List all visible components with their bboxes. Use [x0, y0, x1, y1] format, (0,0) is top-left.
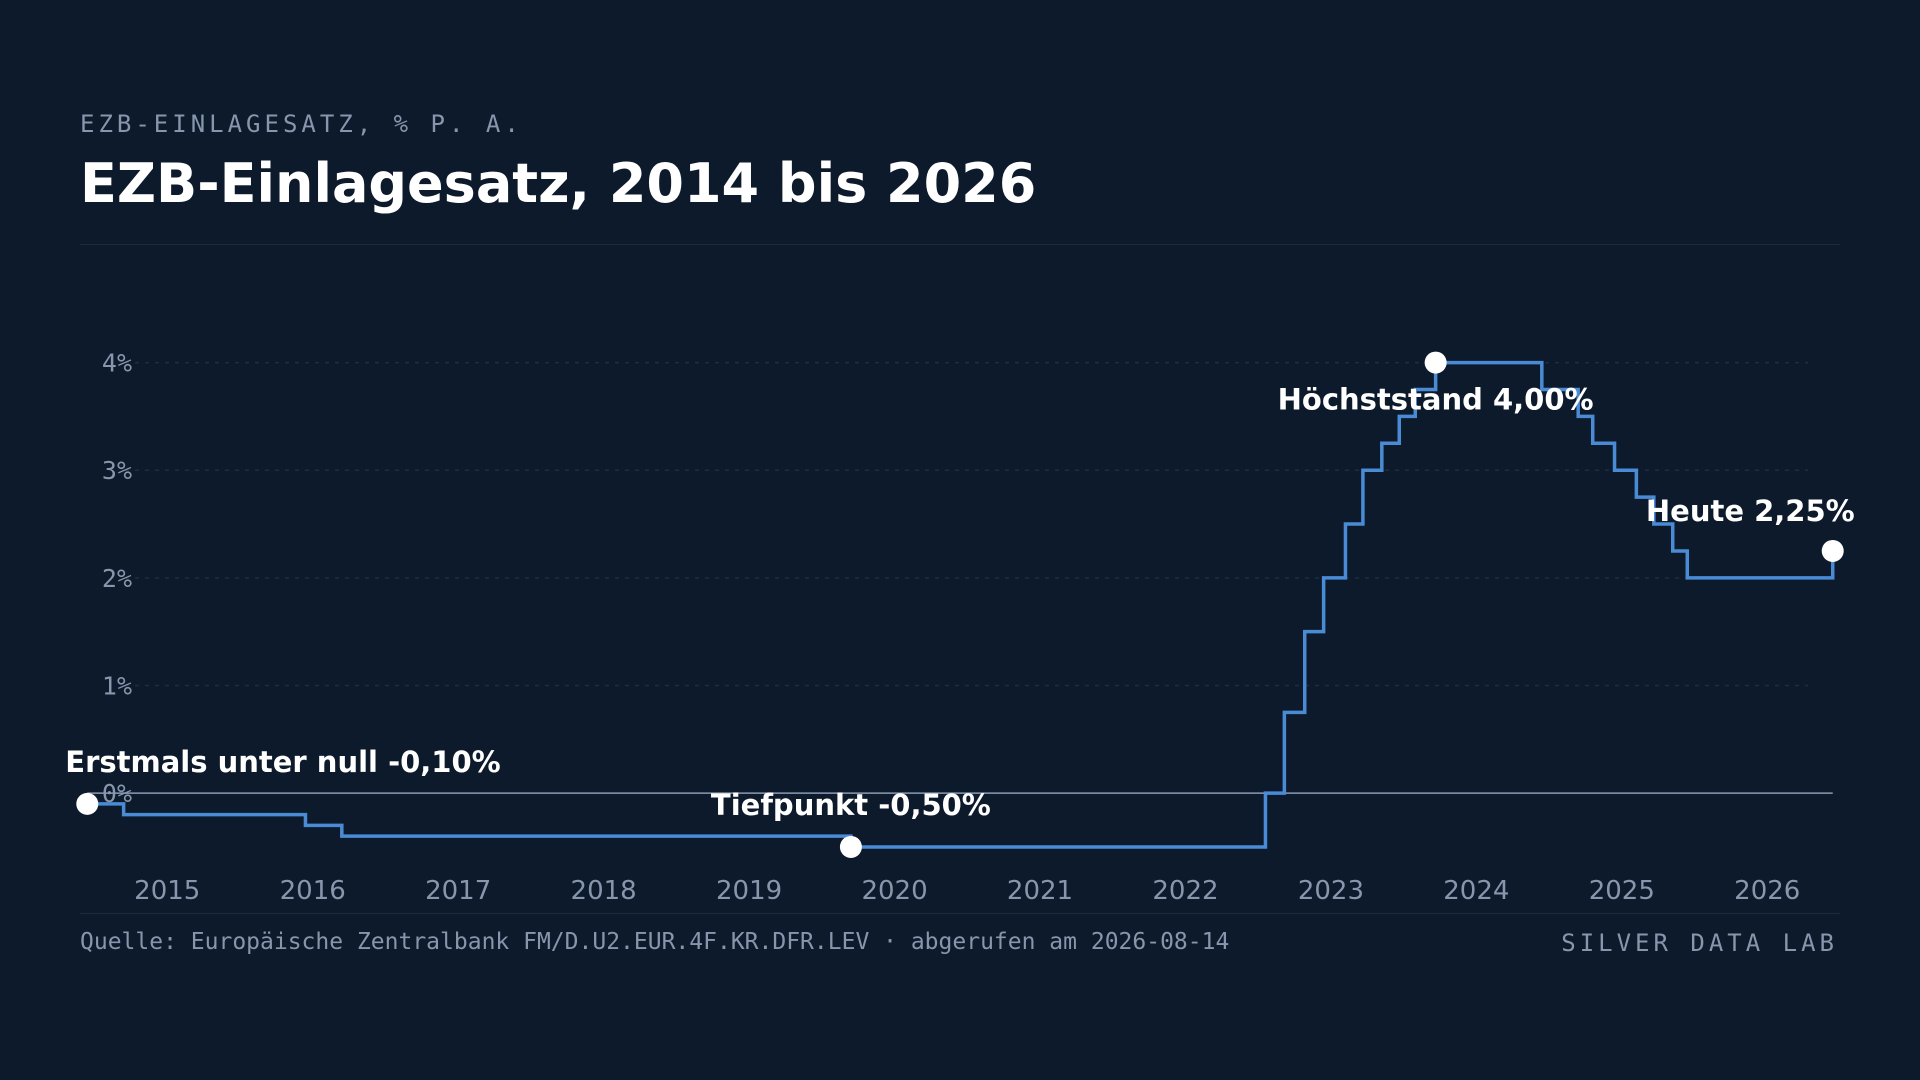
annotation-marker — [1424, 351, 1447, 374]
x-tick-label: 2017 — [425, 876, 491, 906]
annotation-marker — [1821, 539, 1844, 562]
y-tick-label: 2% — [102, 564, 132, 593]
x-tick-label: 2020 — [861, 876, 927, 906]
annotation-markers — [76, 351, 1844, 858]
header-divider — [80, 244, 1840, 245]
annotation-label: Höchststand 4,00% — [1278, 383, 1594, 417]
annotation-label: Erstmals unter null -0,10% — [65, 745, 500, 779]
annotation-marker — [76, 792, 99, 815]
x-tick-label: 2023 — [1298, 876, 1364, 906]
y-tick-label: 1% — [102, 671, 132, 700]
footer-divider — [80, 913, 1840, 914]
x-tick-label: 2016 — [280, 876, 346, 906]
chart-title: EZB-Einlagesatz, 2014 bis 2026 — [80, 152, 1037, 215]
annotation-label: Tiefpunkt -0,50% — [711, 788, 991, 822]
annotation-labels: Erstmals unter null -0,10% Tiefpunkt -0,5… — [65, 383, 1854, 822]
x-tick-label: 2021 — [1007, 876, 1073, 906]
annotation-marker — [839, 835, 862, 858]
x-tick-label: 2015 — [134, 876, 200, 906]
y-tick-label: 3% — [102, 456, 132, 485]
annotation-label: Heute 2,25% — [1646, 494, 1855, 528]
x-tick-label: 2018 — [571, 876, 637, 906]
x-tick-label: 2024 — [1443, 876, 1509, 906]
chart-kicker: EZB-EINLAGESATZ, % P. A. — [80, 110, 523, 138]
y-tick-label: 4% — [102, 349, 132, 378]
x-tick-label: 2022 — [1152, 876, 1218, 906]
brand-label: SILVER DATA LAB — [1561, 929, 1838, 957]
x-axis-ticks: 2015 2016 2017 2018 2019 2020 2021 2022 2023 2024… — [134, 876, 1800, 906]
x-tick-label: 2019 — [716, 876, 782, 906]
y-axis-ticks: 0%1%2%3%4% — [102, 349, 132, 809]
x-tick-label: 2025 — [1589, 876, 1655, 906]
source-note: Quelle: Europäische Zentralbank FM/D.U2.… — [80, 929, 1230, 955]
x-tick-label: 2026 — [1734, 876, 1800, 906]
